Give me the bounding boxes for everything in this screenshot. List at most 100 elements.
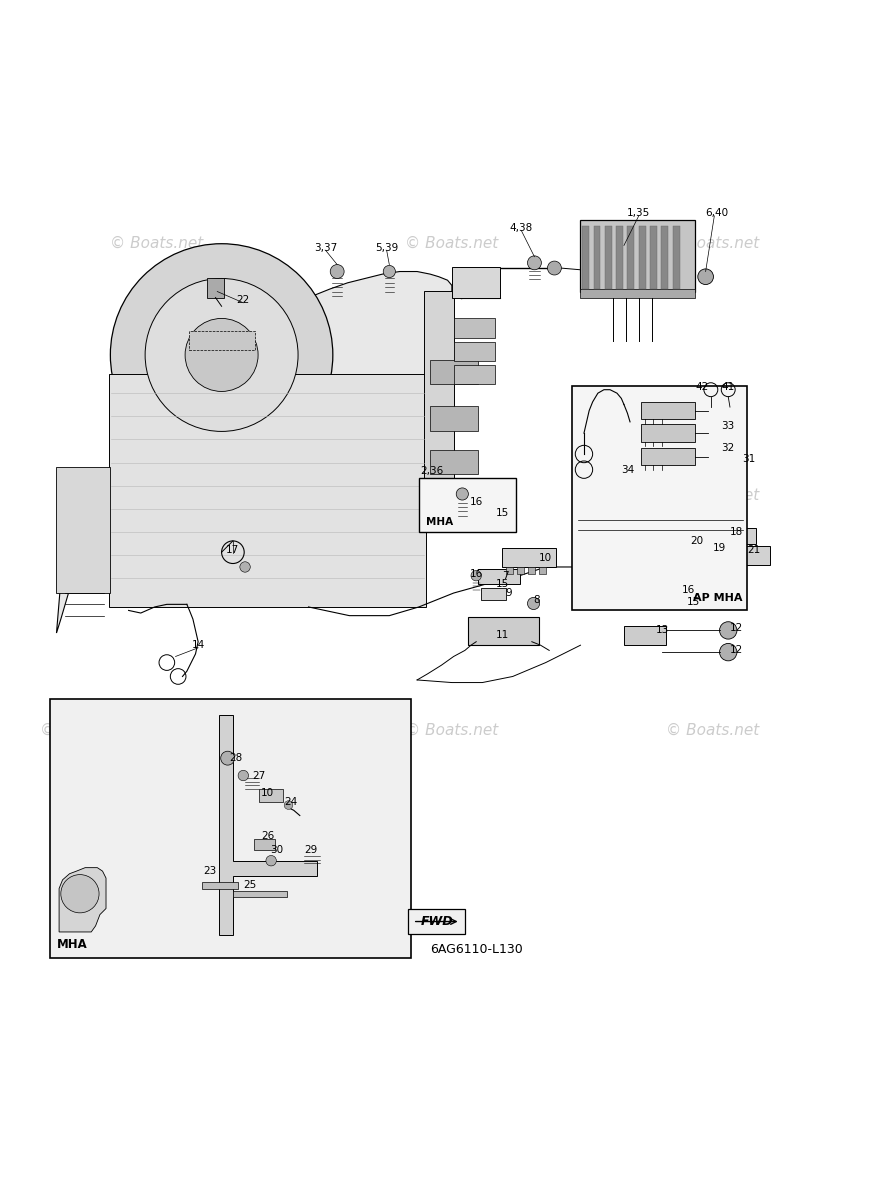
Text: 20: 20 [690, 536, 704, 546]
Text: 15: 15 [687, 596, 700, 607]
Circle shape [221, 751, 235, 766]
Circle shape [527, 256, 541, 270]
Bar [605, 227, 612, 289]
Bar [697, 541, 719, 552]
Text: 15: 15 [495, 508, 509, 518]
Text: 13: 13 [655, 625, 669, 636]
Text: © Boats.net: © Boats.net [666, 236, 760, 251]
Text: © Boats.net: © Boats.net [405, 722, 499, 738]
Bar [481, 588, 506, 600]
Text: 41: 41 [721, 382, 735, 392]
Text: © Boats.net: © Boats.net [87, 574, 206, 592]
Text: © Boats.net: © Boats.net [405, 488, 499, 503]
Text: 12: 12 [730, 646, 744, 655]
Text: 2,36: 2,36 [421, 467, 443, 476]
Text: 1,35: 1,35 [627, 209, 650, 218]
Bar [189, 331, 255, 349]
Bar [109, 374, 426, 607]
Bar [502, 548, 556, 566]
Text: 6AG6110-L130: 6AG6110-L130 [430, 943, 523, 956]
Text: 11: 11 [495, 630, 509, 640]
Circle shape [240, 562, 250, 572]
Circle shape [471, 570, 481, 581]
Text: 14: 14 [191, 640, 205, 650]
Text: 27: 27 [252, 770, 266, 780]
Text: 32: 32 [721, 443, 735, 452]
Text: 33: 33 [721, 421, 735, 431]
Bar [711, 528, 756, 544]
Circle shape [284, 800, 293, 810]
Text: 31: 31 [742, 455, 756, 464]
Bar [641, 402, 695, 419]
Circle shape [676, 586, 688, 598]
Text: AP MHA: AP MHA [693, 594, 743, 604]
Text: 9: 9 [505, 588, 512, 598]
Text: 15: 15 [495, 580, 509, 589]
Bar [430, 360, 478, 384]
Circle shape [547, 262, 561, 275]
Circle shape [527, 598, 540, 610]
Bar [478, 569, 520, 584]
Bar [539, 566, 546, 574]
Text: 22: 22 [236, 295, 250, 305]
Bar [468, 617, 539, 646]
Circle shape [471, 499, 481, 510]
Text: 6,40: 6,40 [706, 209, 728, 218]
Text: 16: 16 [681, 584, 695, 594]
Bar [452, 268, 500, 298]
Bar [641, 448, 695, 466]
Text: 23: 23 [203, 866, 217, 876]
Text: 12: 12 [730, 623, 744, 632]
Polygon shape [219, 715, 317, 935]
Text: 16: 16 [469, 569, 483, 578]
Text: 4,38: 4,38 [510, 223, 533, 233]
Bar [506, 566, 513, 574]
Circle shape [185, 318, 258, 391]
Bar [650, 227, 657, 289]
Bar [528, 566, 535, 574]
Circle shape [456, 488, 468, 500]
Circle shape [266, 856, 276, 866]
Text: 24: 24 [284, 797, 298, 806]
Text: 8: 8 [534, 595, 541, 605]
Bar [641, 425, 695, 442]
Circle shape [698, 269, 713, 284]
Text: © Boats.net: © Boats.net [109, 488, 203, 503]
Bar [454, 365, 495, 384]
Bar [580, 289, 695, 298]
Polygon shape [56, 271, 452, 634]
Circle shape [238, 770, 249, 781]
Text: 28: 28 [229, 754, 243, 763]
Circle shape [330, 264, 344, 278]
Bar [616, 227, 623, 289]
Text: 7: 7 [502, 571, 509, 581]
Circle shape [720, 622, 737, 640]
Bar [430, 407, 478, 431]
Text: 3,37: 3,37 [315, 244, 337, 253]
Bar [259, 790, 283, 802]
Bar [430, 450, 478, 474]
Text: 30: 30 [269, 845, 283, 856]
Text: 29: 29 [304, 845, 318, 856]
Bar [594, 227, 600, 289]
Bar [454, 342, 495, 361]
Bar [202, 882, 238, 888]
Text: © Boats.net: © Boats.net [666, 488, 760, 503]
Text: 42: 42 [695, 382, 709, 392]
Circle shape [145, 278, 298, 432]
Bar [737, 546, 770, 565]
FancyBboxPatch shape [572, 386, 747, 611]
Text: FWD: FWD [421, 916, 454, 928]
FancyBboxPatch shape [419, 479, 516, 533]
Bar [517, 566, 524, 574]
Text: 21: 21 [747, 545, 761, 554]
Text: 25: 25 [243, 880, 257, 890]
Bar [673, 227, 680, 289]
Text: 5,39: 5,39 [375, 244, 398, 253]
Bar [207, 278, 224, 298]
Circle shape [383, 265, 395, 277]
Text: MHA: MHA [426, 517, 453, 527]
Bar [627, 227, 634, 289]
FancyBboxPatch shape [50, 700, 411, 958]
Bar [639, 227, 646, 289]
